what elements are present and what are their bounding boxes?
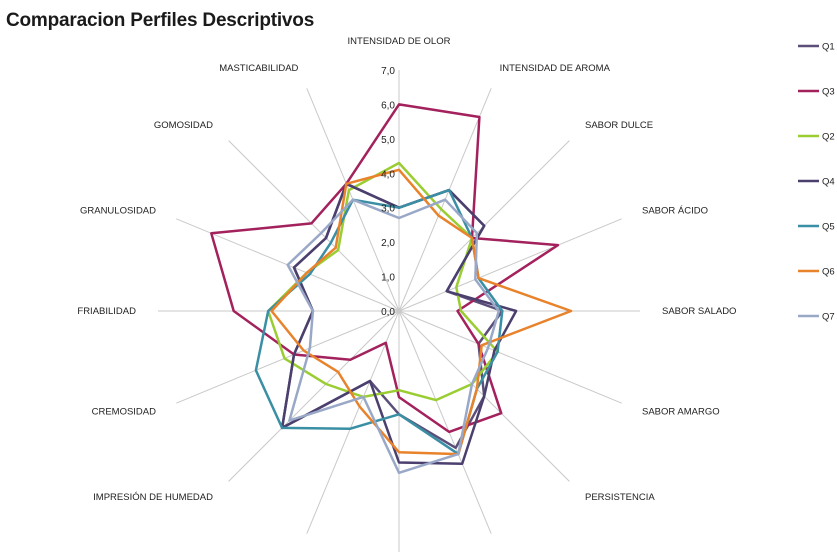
axis-spoke — [398, 218, 622, 312]
axis-label-friabilidad: FRIABILIDAD — [77, 306, 136, 317]
tick-label-layer: 0,0 1,0 2,0 3,0 4,0 5,0 6,0 7,0 — [381, 66, 395, 318]
legend: Q1 Q3 Q2 Q4 Q5 Q6 Q7 — [798, 42, 835, 323]
legend-label-q7: Q7 — [822, 312, 835, 323]
tick-label: 0,0 — [381, 307, 395, 318]
axis-label-sabor-salado: SABOR SALADO — [662, 306, 736, 317]
series-line-q4 — [280, 182, 518, 465]
series-line-q7 — [286, 198, 501, 475]
axis-label-persistencia: PERSISTENCIA — [585, 492, 655, 503]
tick-label: 6,0 — [381, 100, 395, 111]
axis-spoke — [398, 310, 492, 534]
axis-label-layer: INTENSIDAD DE OLOR INTENSIDAD DE AROMA SAB… — [77, 36, 736, 503]
axis-spoke — [228, 140, 400, 312]
tick-label: 1,0 — [381, 273, 395, 284]
axis-label-sabor-acido: SABOR ÁCIDO — [642, 205, 708, 216]
legend-label-q5: Q5 — [822, 222, 835, 233]
legend-label-q4: Q4 — [822, 177, 835, 188]
axis-label-cremosidad: CREMOSIDAD — [92, 407, 157, 418]
axis-label-granulosidad: GRANULOSIDAD — [80, 205, 156, 216]
tick-label: 5,0 — [381, 135, 395, 146]
axis-label-intensidad-de-aroma: INTENSIDAD DE AROMA — [500, 63, 611, 74]
axis-label-sabor-amargo: SABOR AMARGO — [642, 407, 720, 418]
tick-label: 2,0 — [381, 238, 395, 249]
grid-layer — [158, 70, 640, 552]
axis-label-gomosidad: GOMOSIDAD — [154, 120, 213, 131]
tick-label: 7,0 — [381, 66, 395, 77]
axis-label-sabor-dulce: SABOR DULCE — [585, 120, 653, 131]
axis-label-intensidad-de-olor: INTENSIDAD DE OLOR — [348, 36, 451, 47]
axis-spoke — [228, 310, 400, 482]
legend-label-q1: Q1 — [822, 42, 835, 53]
axis-spoke — [176, 310, 400, 404]
tick-label: 3,0 — [381, 204, 395, 215]
axis-label-impresion-de-humedad: IMPRESIÓN DE HUMEDAD — [93, 492, 213, 503]
axis-spoke — [398, 310, 622, 404]
series-line-q3 — [210, 103, 560, 434]
series-layer — [210, 103, 573, 475]
legend-label-q2: Q2 — [822, 132, 835, 143]
chart-title: Comparacion Perfiles Descriptivos — [6, 10, 315, 31]
axis-label-masticabilidad: MASTICABILIDAD — [219, 63, 298, 74]
axis-spoke — [306, 310, 400, 534]
tick-label: 4,0 — [381, 169, 395, 180]
legend-label-q6: Q6 — [822, 267, 835, 278]
legend-label-q3: Q3 — [822, 87, 835, 98]
